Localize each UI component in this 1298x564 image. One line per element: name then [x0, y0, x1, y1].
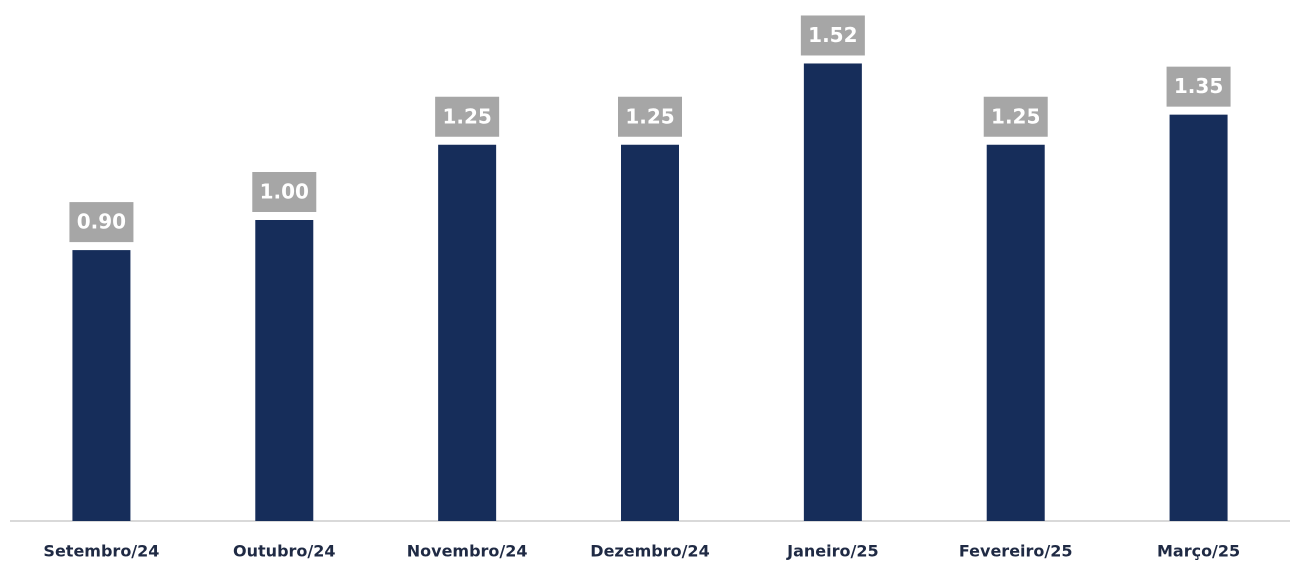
x-tick-label: Dezembro/24 [590, 542, 709, 561]
value-label-box [252, 172, 317, 212]
bar [1169, 114, 1228, 522]
bar [986, 144, 1045, 521]
bar [255, 220, 314, 521]
x-tick-label: Janeiro/25 [786, 542, 878, 561]
bar [803, 63, 862, 521]
value-label-box [435, 96, 500, 137]
x-tick-label: Fevereiro/25 [959, 542, 1073, 561]
value-label: 1.35 [1174, 74, 1223, 98]
value-label-box [69, 202, 134, 243]
value-label: 1.25 [442, 104, 491, 128]
value-label-box [1166, 66, 1231, 107]
value-label: 1.00 [260, 180, 309, 204]
x-tick-label: Novembro/24 [407, 542, 528, 561]
x-tick-label: Março/25 [1157, 542, 1240, 561]
bar [621, 144, 679, 521]
value-label-box [983, 96, 1048, 137]
x-tick-label: Setembro/24 [43, 542, 159, 561]
value-label: 0.90 [77, 210, 126, 234]
x-tick-label: Outubro/24 [233, 542, 335, 561]
value-label-box [800, 15, 865, 56]
value-label: 1.25 [991, 104, 1040, 128]
value-label: 1.25 [625, 104, 674, 128]
value-label: 1.52 [808, 23, 857, 47]
bar [72, 250, 131, 521]
bar [438, 144, 497, 521]
value-label-box [618, 96, 682, 137]
